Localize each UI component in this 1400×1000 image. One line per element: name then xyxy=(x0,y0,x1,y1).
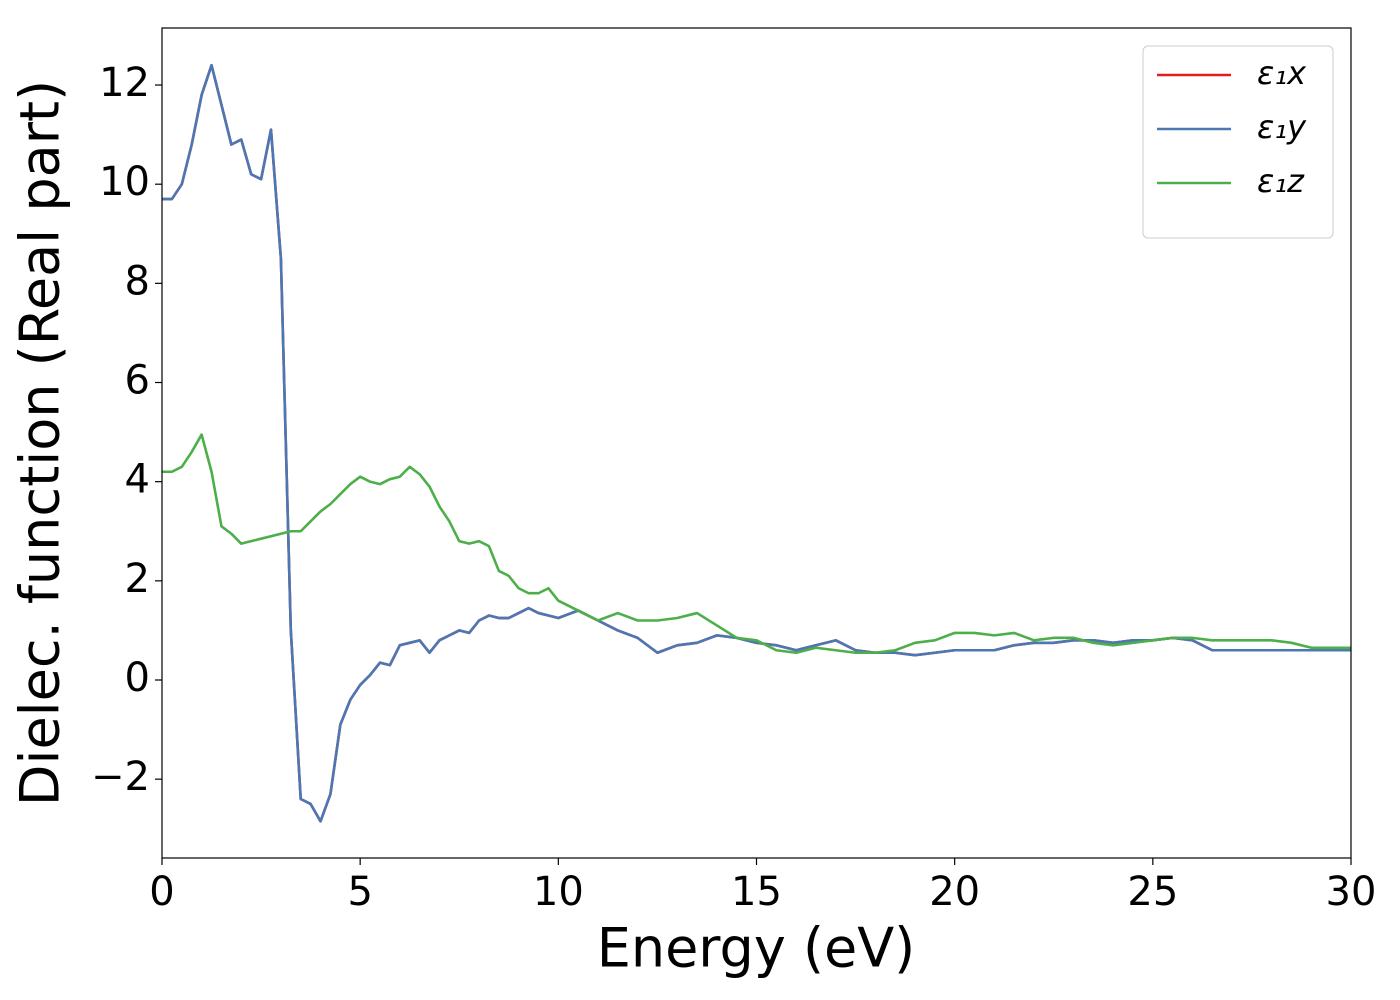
plot-frame xyxy=(161,27,1352,859)
legend-label: ε₁y xyxy=(1257,108,1307,146)
x-tick-label: 20 xyxy=(929,869,980,915)
x-tick-label: 25 xyxy=(1127,869,1178,915)
x-tick-label: 30 xyxy=(1326,869,1377,915)
series-line xyxy=(162,433,1351,655)
x-tick-label: 15 xyxy=(731,869,782,915)
x-tick-label: 0 xyxy=(149,869,174,915)
y-tick-label: 6 xyxy=(125,358,150,404)
y-axis-label: Dielec. function (Real part) xyxy=(9,80,72,806)
legend-label: ε₁x xyxy=(1257,54,1307,92)
legend-box xyxy=(1142,45,1334,239)
x-tick-label: 10 xyxy=(533,869,584,915)
x-axis-label: Energy (eV) xyxy=(597,917,916,980)
y-tick-label: 10 xyxy=(99,159,150,205)
y-tick-label: 4 xyxy=(125,457,150,503)
legend-label: ε₁z xyxy=(1257,162,1305,200)
y-tick-label: 0 xyxy=(125,655,150,701)
y-tick-label: 8 xyxy=(125,258,150,304)
x-tick-label: 5 xyxy=(347,869,372,915)
y-tick-label: −2 xyxy=(91,754,150,800)
y-tick-label: 12 xyxy=(99,60,150,106)
y-tick-label: 2 xyxy=(125,556,150,602)
